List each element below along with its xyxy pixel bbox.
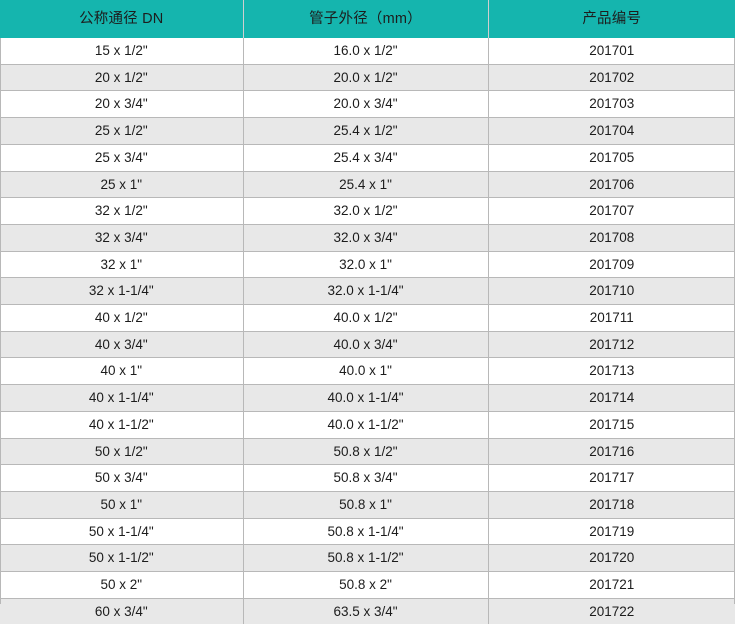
cell-product-number: 201706 xyxy=(488,171,735,199)
cell-product-number: 201712 xyxy=(488,331,735,359)
table-row: 25 x 3/4" 25.4 x 3/4" 201705 xyxy=(0,144,735,172)
cell-nominal-diameter: 25 x 1/2" xyxy=(0,117,244,145)
cell-product-number: 201709 xyxy=(488,251,735,279)
column-header-pipe-outer-diameter: 管子外径（mm） xyxy=(243,0,489,38)
cell-pipe-outer-diameter: 40.0 x 1" xyxy=(243,357,489,386)
cell-pipe-outer-diameter: 50.8 x 1" xyxy=(243,491,489,519)
table-row: 50 x 1" 50.8 x 1" 201718 xyxy=(0,491,735,519)
cell-product-number: 201721 xyxy=(488,571,735,599)
table-row: 50 x 2" 50.8 x 2" 201721 xyxy=(0,571,735,599)
cell-nominal-diameter: 50 x 1-1/2" xyxy=(0,544,244,573)
cell-pipe-outer-diameter: 25.4 x 3/4" xyxy=(243,144,489,172)
cell-product-number: 201703 xyxy=(488,90,735,119)
cell-nominal-diameter: 50 x 1" xyxy=(0,491,244,519)
cell-pipe-outer-diameter: 50.8 x 3/4" xyxy=(243,464,489,492)
cell-nominal-diameter: 20 x 1/2" xyxy=(0,64,244,92)
cell-nominal-diameter: 40 x 1-1/4" xyxy=(0,384,244,412)
table-row: 20 x 3/4" 20.0 x 3/4" 201703 xyxy=(0,90,735,119)
cell-pipe-outer-diameter: 40.0 x 1/2" xyxy=(243,304,489,332)
cell-pipe-outer-diameter: 25.4 x 1/2" xyxy=(243,117,489,145)
cell-nominal-diameter: 25 x 3/4" xyxy=(0,144,244,172)
table-row: 32 x 1/2" 32.0 x 1/2" 201707 xyxy=(0,197,735,225)
column-header-nominal-diameter: 公称通径 DN xyxy=(0,0,244,38)
table-row: 60 x 3/4" 63.5 x 3/4" 201722 xyxy=(0,598,735,624)
cell-nominal-diameter: 32 x 3/4" xyxy=(0,224,244,252)
cell-nominal-diameter: 15 x 1/2" xyxy=(0,38,244,65)
cell-product-number: 201715 xyxy=(488,411,735,439)
cell-nominal-diameter: 50 x 1-1/4" xyxy=(0,518,244,546)
table-row: 32 x 3/4" 32.0 x 3/4" 201708 xyxy=(0,224,735,252)
cell-nominal-diameter: 25 x 1" xyxy=(0,171,244,199)
cell-product-number: 201708 xyxy=(488,224,735,252)
cell-pipe-outer-diameter: 50.8 x 1-1/4" xyxy=(243,518,489,546)
table-row: 40 x 1" 40.0 x 1" 201713 xyxy=(0,357,735,386)
cell-product-number: 201714 xyxy=(488,384,735,412)
table-row: 15 x 1/2" 16.0 x 1/2" 201701 xyxy=(0,38,735,65)
cell-pipe-outer-diameter: 50.8 x 1/2" xyxy=(243,438,489,466)
cell-product-number: 201716 xyxy=(488,438,735,466)
cell-pipe-outer-diameter: 40.0 x 1-1/4" xyxy=(243,384,489,412)
cell-product-number: 201713 xyxy=(488,357,735,386)
cell-pipe-outer-diameter: 32.0 x 3/4" xyxy=(243,224,489,252)
table-row: 25 x 1/2" 25.4 x 1/2" 201704 xyxy=(0,117,735,145)
cell-nominal-diameter: 32 x 1-1/4" xyxy=(0,277,244,306)
table-row: 20 x 1/2" 20.0 x 1/2" 201702 xyxy=(0,64,735,92)
table-row: 40 x 1/2" 40.0 x 1/2" 201711 xyxy=(0,304,735,332)
cell-product-number: 201711 xyxy=(488,304,735,332)
cell-pipe-outer-diameter: 32.0 x 1/2" xyxy=(243,197,489,225)
column-header-product-number: 产品编号 xyxy=(488,0,735,38)
cell-product-number: 201719 xyxy=(488,518,735,546)
table-row: 32 x 1-1/4" 32.0 x 1-1/4" 201710 xyxy=(0,277,735,306)
cell-nominal-diameter: 60 x 3/4" xyxy=(0,598,244,624)
table-row: 40 x 3/4" 40.0 x 3/4" 201712 xyxy=(0,331,735,359)
cell-pipe-outer-diameter: 63.5 x 3/4" xyxy=(243,598,489,624)
table-header: 公称通径 DN 管子外径（mm） 产品编号 xyxy=(0,0,735,38)
cell-nominal-diameter: 40 x 1" xyxy=(0,357,244,386)
cell-product-number: 201705 xyxy=(488,144,735,172)
table-row: 40 x 1-1/4" 40.0 x 1-1/4" 201714 xyxy=(0,384,735,412)
cell-nominal-diameter: 32 x 1/2" xyxy=(0,197,244,225)
cell-product-number: 201710 xyxy=(488,277,735,306)
table-row: 50 x 3/4" 50.8 x 3/4" 201717 xyxy=(0,464,735,492)
cell-pipe-outer-diameter: 32.0 x 1-1/4" xyxy=(243,277,489,306)
table-row: 50 x 1-1/4" 50.8 x 1-1/4" 201719 xyxy=(0,518,735,546)
cell-nominal-diameter: 40 x 1-1/2" xyxy=(0,411,244,439)
cell-nominal-diameter: 50 x 3/4" xyxy=(0,464,244,492)
cell-pipe-outer-diameter: 16.0 x 1/2" xyxy=(243,38,489,65)
cell-nominal-diameter: 32 x 1" xyxy=(0,251,244,279)
table-row: 40 x 1-1/2" 40.0 x 1-1/2" 201715 xyxy=(0,411,735,439)
table-row: 50 x 1/2" 50.8 x 1/2" 201716 xyxy=(0,438,735,466)
cell-pipe-outer-diameter: 25.4 x 1" xyxy=(243,171,489,199)
table-row: 25 x 1" 25.4 x 1" 201706 xyxy=(0,171,735,199)
cell-pipe-outer-diameter: 40.0 x 1-1/2" xyxy=(243,411,489,439)
cell-pipe-outer-diameter: 20.0 x 3/4" xyxy=(243,90,489,119)
cell-nominal-diameter: 20 x 3/4" xyxy=(0,90,244,119)
cell-nominal-diameter: 40 x 1/2" xyxy=(0,304,244,332)
table-header-row: 公称通径 DN 管子外径（mm） 产品编号 xyxy=(0,0,735,38)
cell-nominal-diameter: 50 x 1/2" xyxy=(0,438,244,466)
cell-pipe-outer-diameter: 50.8 x 1-1/2" xyxy=(243,544,489,573)
cell-nominal-diameter: 40 x 3/4" xyxy=(0,331,244,359)
cell-product-number: 201720 xyxy=(488,544,735,573)
cell-product-number: 201717 xyxy=(488,464,735,492)
cell-product-number: 201718 xyxy=(488,491,735,519)
cell-product-number: 201702 xyxy=(488,64,735,92)
cell-pipe-outer-diameter: 50.8 x 2" xyxy=(243,571,489,599)
table-row: 50 x 1-1/2" 50.8 x 1-1/2" 201720 xyxy=(0,544,735,573)
cell-pipe-outer-diameter: 32.0 x 1" xyxy=(243,251,489,279)
cell-pipe-outer-diameter: 40.0 x 3/4" xyxy=(243,331,489,359)
table-row: 32 x 1" 32.0 x 1" 201709 xyxy=(0,251,735,279)
cell-product-number: 201722 xyxy=(488,598,735,624)
cell-pipe-outer-diameter: 20.0 x 1/2" xyxy=(243,64,489,92)
cell-nominal-diameter: 50 x 2" xyxy=(0,571,244,599)
table-body: 15 x 1/2" 16.0 x 1/2" 201701 20 x 1/2" 20.0 … xyxy=(0,38,735,624)
cell-product-number: 201701 xyxy=(488,38,735,65)
cell-product-number: 201704 xyxy=(488,117,735,145)
cell-product-number: 201707 xyxy=(488,197,735,225)
